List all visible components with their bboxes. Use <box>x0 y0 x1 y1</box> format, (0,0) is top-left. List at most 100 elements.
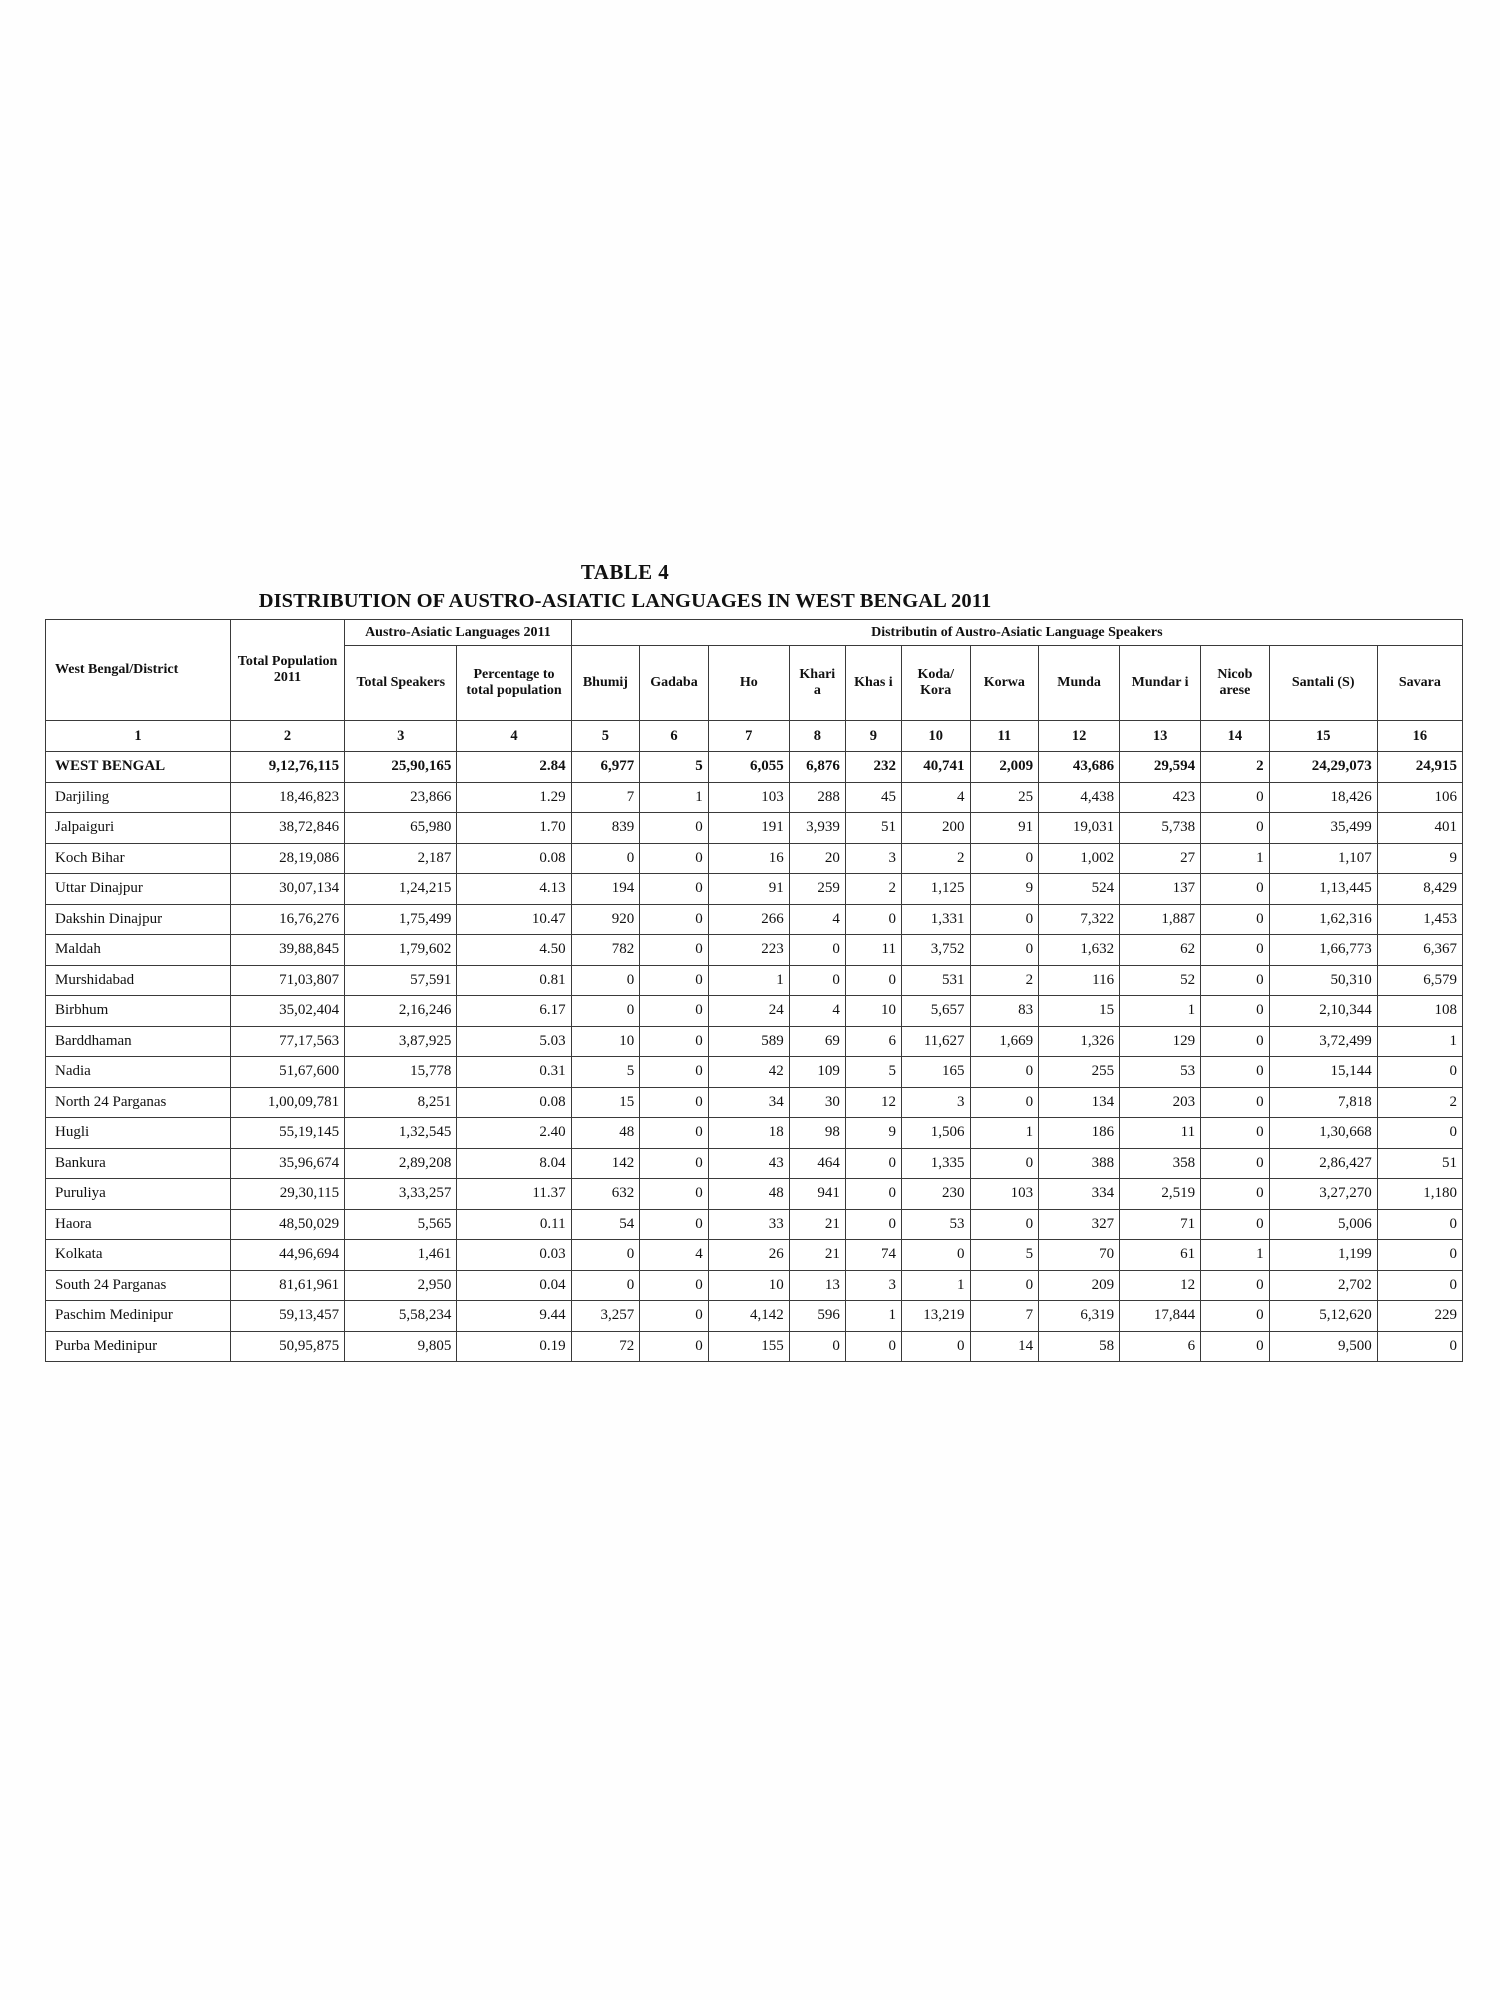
row-cell: 53 <box>900 1208 971 1240</box>
row-cell: 0.08 <box>456 1086 572 1118</box>
colnum-16: 16 <box>1376 720 1464 752</box>
row-cell: 4,142 <box>707 1300 790 1332</box>
row-cell: 0 <box>1200 1208 1270 1240</box>
row-cell: 5,58,234 <box>344 1300 458 1332</box>
row-cell: 1,62,316 <box>1268 903 1378 935</box>
row-cell: 18,426 <box>1268 781 1378 813</box>
row-cell: 1.70 <box>456 812 572 844</box>
row-district-name: Puruliya <box>45 1178 231 1210</box>
row-cell: 43,686 <box>1038 751 1121 783</box>
row-district-name: Murshidabad <box>45 964 231 996</box>
table-header: West Bengal/District Total Population 20… <box>45 619 1464 752</box>
row-cell: 0 <box>1200 903 1270 935</box>
row-cell: 1,66,773 <box>1268 934 1378 966</box>
row-cell: 51,67,600 <box>229 1056 346 1088</box>
row-cell: 23,866 <box>344 781 458 813</box>
row-cell: 524 <box>1038 873 1121 905</box>
row-cell: 209 <box>1038 1269 1121 1301</box>
row-cell: 0 <box>969 1208 1040 1240</box>
row-cell: 423 <box>1119 781 1202 813</box>
row-cell: 45 <box>844 781 902 813</box>
row-cell: 0 <box>1200 1178 1270 1210</box>
row-cell: 3,257 <box>570 1300 641 1332</box>
header-lang-nicobarese: Nicob arese <box>1200 645 1270 721</box>
row-cell: 116 <box>1038 964 1121 996</box>
row-cell: 33 <box>707 1208 790 1240</box>
row-district-name: Uttar Dinajpur <box>45 873 231 905</box>
row-cell: 2,009 <box>969 751 1040 783</box>
table-row: Jalpaiguri 38,72,846 65,980 1.70 839 0 191 3,93… <box>45 812 1464 844</box>
row-cell: 71 <box>1119 1208 1202 1240</box>
row-cell: 2.84 <box>456 751 572 783</box>
row-cell: 27 <box>1119 842 1202 874</box>
row-cell: 1 <box>639 781 709 813</box>
row-cell: 5,738 <box>1119 812 1202 844</box>
row-cell: 2,16,246 <box>344 995 458 1027</box>
row-cell: 0 <box>639 1056 709 1088</box>
row-cell: 9,12,76,115 <box>229 751 346 783</box>
row-cell: 5 <box>844 1056 902 1088</box>
row-cell: 0 <box>639 934 709 966</box>
row-cell: 10 <box>844 995 902 1027</box>
row-cell: 48 <box>707 1178 790 1210</box>
row-cell: 16 <box>707 842 790 874</box>
row-cell: 388 <box>1038 1147 1121 1179</box>
row-cell: 0 <box>1376 1330 1464 1362</box>
row-cell: 15 <box>1038 995 1121 1027</box>
row-district-name: Barddhaman <box>45 1025 231 1057</box>
row-cell: 0 <box>969 934 1040 966</box>
table-body: WEST BENGAL 9,12,76,115 25,90,165 2.84 6,977… <box>45 751 1464 1362</box>
row-cell: 1,00,09,781 <box>229 1086 346 1118</box>
header-lang-khasi: Khas i <box>844 645 902 721</box>
row-cell: 191 <box>707 812 790 844</box>
row-cell: 839 <box>570 812 641 844</box>
row-cell: 137 <box>1119 873 1202 905</box>
header-lang-ho: Ho <box>707 645 790 721</box>
row-cell: 103 <box>969 1178 1040 1210</box>
row-cell: 59,13,457 <box>229 1300 346 1332</box>
row-cell: 5 <box>969 1239 1040 1271</box>
row-cell: 1,30,668 <box>1268 1117 1378 1149</box>
row-cell: 2,950 <box>344 1269 458 1301</box>
row-district-name: Purba Medinipur <box>45 1330 231 1362</box>
row-cell: 69 <box>788 1025 846 1057</box>
row-cell: 3,72,499 <box>1268 1025 1378 1057</box>
header-group-speakers: Distributin of Austro-Asiatic Language S… <box>570 619 1464 646</box>
header-lang-munda: Munda <box>1038 645 1121 721</box>
row-cell: 1,24,215 <box>344 873 458 905</box>
row-cell: 1,199 <box>1268 1239 1378 1271</box>
row-cell: 1 <box>969 1117 1040 1149</box>
colnum-14: 14 <box>1200 720 1270 752</box>
row-cell: 3 <box>844 1269 902 1301</box>
table-row: Purba Medinipur 50,95,875 9,805 0.19 72 0 155 0… <box>45 1330 1464 1362</box>
row-cell: 3,87,925 <box>344 1025 458 1057</box>
row-cell: 39,88,845 <box>229 934 346 966</box>
row-cell: 25,90,165 <box>344 751 458 783</box>
row-cell: 18 <box>707 1117 790 1149</box>
colnum-9: 9 <box>844 720 902 752</box>
row-cell: 327 <box>1038 1208 1121 1240</box>
row-district-name: Maldah <box>45 934 231 966</box>
row-cell: 0 <box>1200 964 1270 996</box>
row-cell: 81,61,961 <box>229 1269 346 1301</box>
colnum-4: 4 <box>456 720 572 752</box>
row-cell: 0 <box>1200 1086 1270 1118</box>
row-cell: 941 <box>788 1178 846 1210</box>
row-district-name: Darjiling <box>45 781 231 813</box>
row-cell: 6.17 <box>456 995 572 1027</box>
colnum-1: 1 <box>45 720 231 752</box>
row-cell: 194 <box>570 873 641 905</box>
row-cell: 6,319 <box>1038 1300 1121 1332</box>
row-district-name: Paschim Medinipur <box>45 1300 231 1332</box>
row-cell: 5,006 <box>1268 1208 1378 1240</box>
row-cell: 0 <box>844 964 902 996</box>
row-cell: 17,844 <box>1119 1300 1202 1332</box>
row-cell: 71,03,807 <box>229 964 346 996</box>
table-row: Puruliya 29,30,115 3,33,257 11.37 632 0 48 941 0… <box>45 1178 1464 1210</box>
row-cell: 15,144 <box>1268 1056 1378 1088</box>
row-cell: 0 <box>844 1178 902 1210</box>
row-cell: 1,79,602 <box>344 934 458 966</box>
row-cell: 0 <box>1200 873 1270 905</box>
row-cell: 0 <box>788 1330 846 1362</box>
row-cell: 1 <box>1200 1239 1270 1271</box>
